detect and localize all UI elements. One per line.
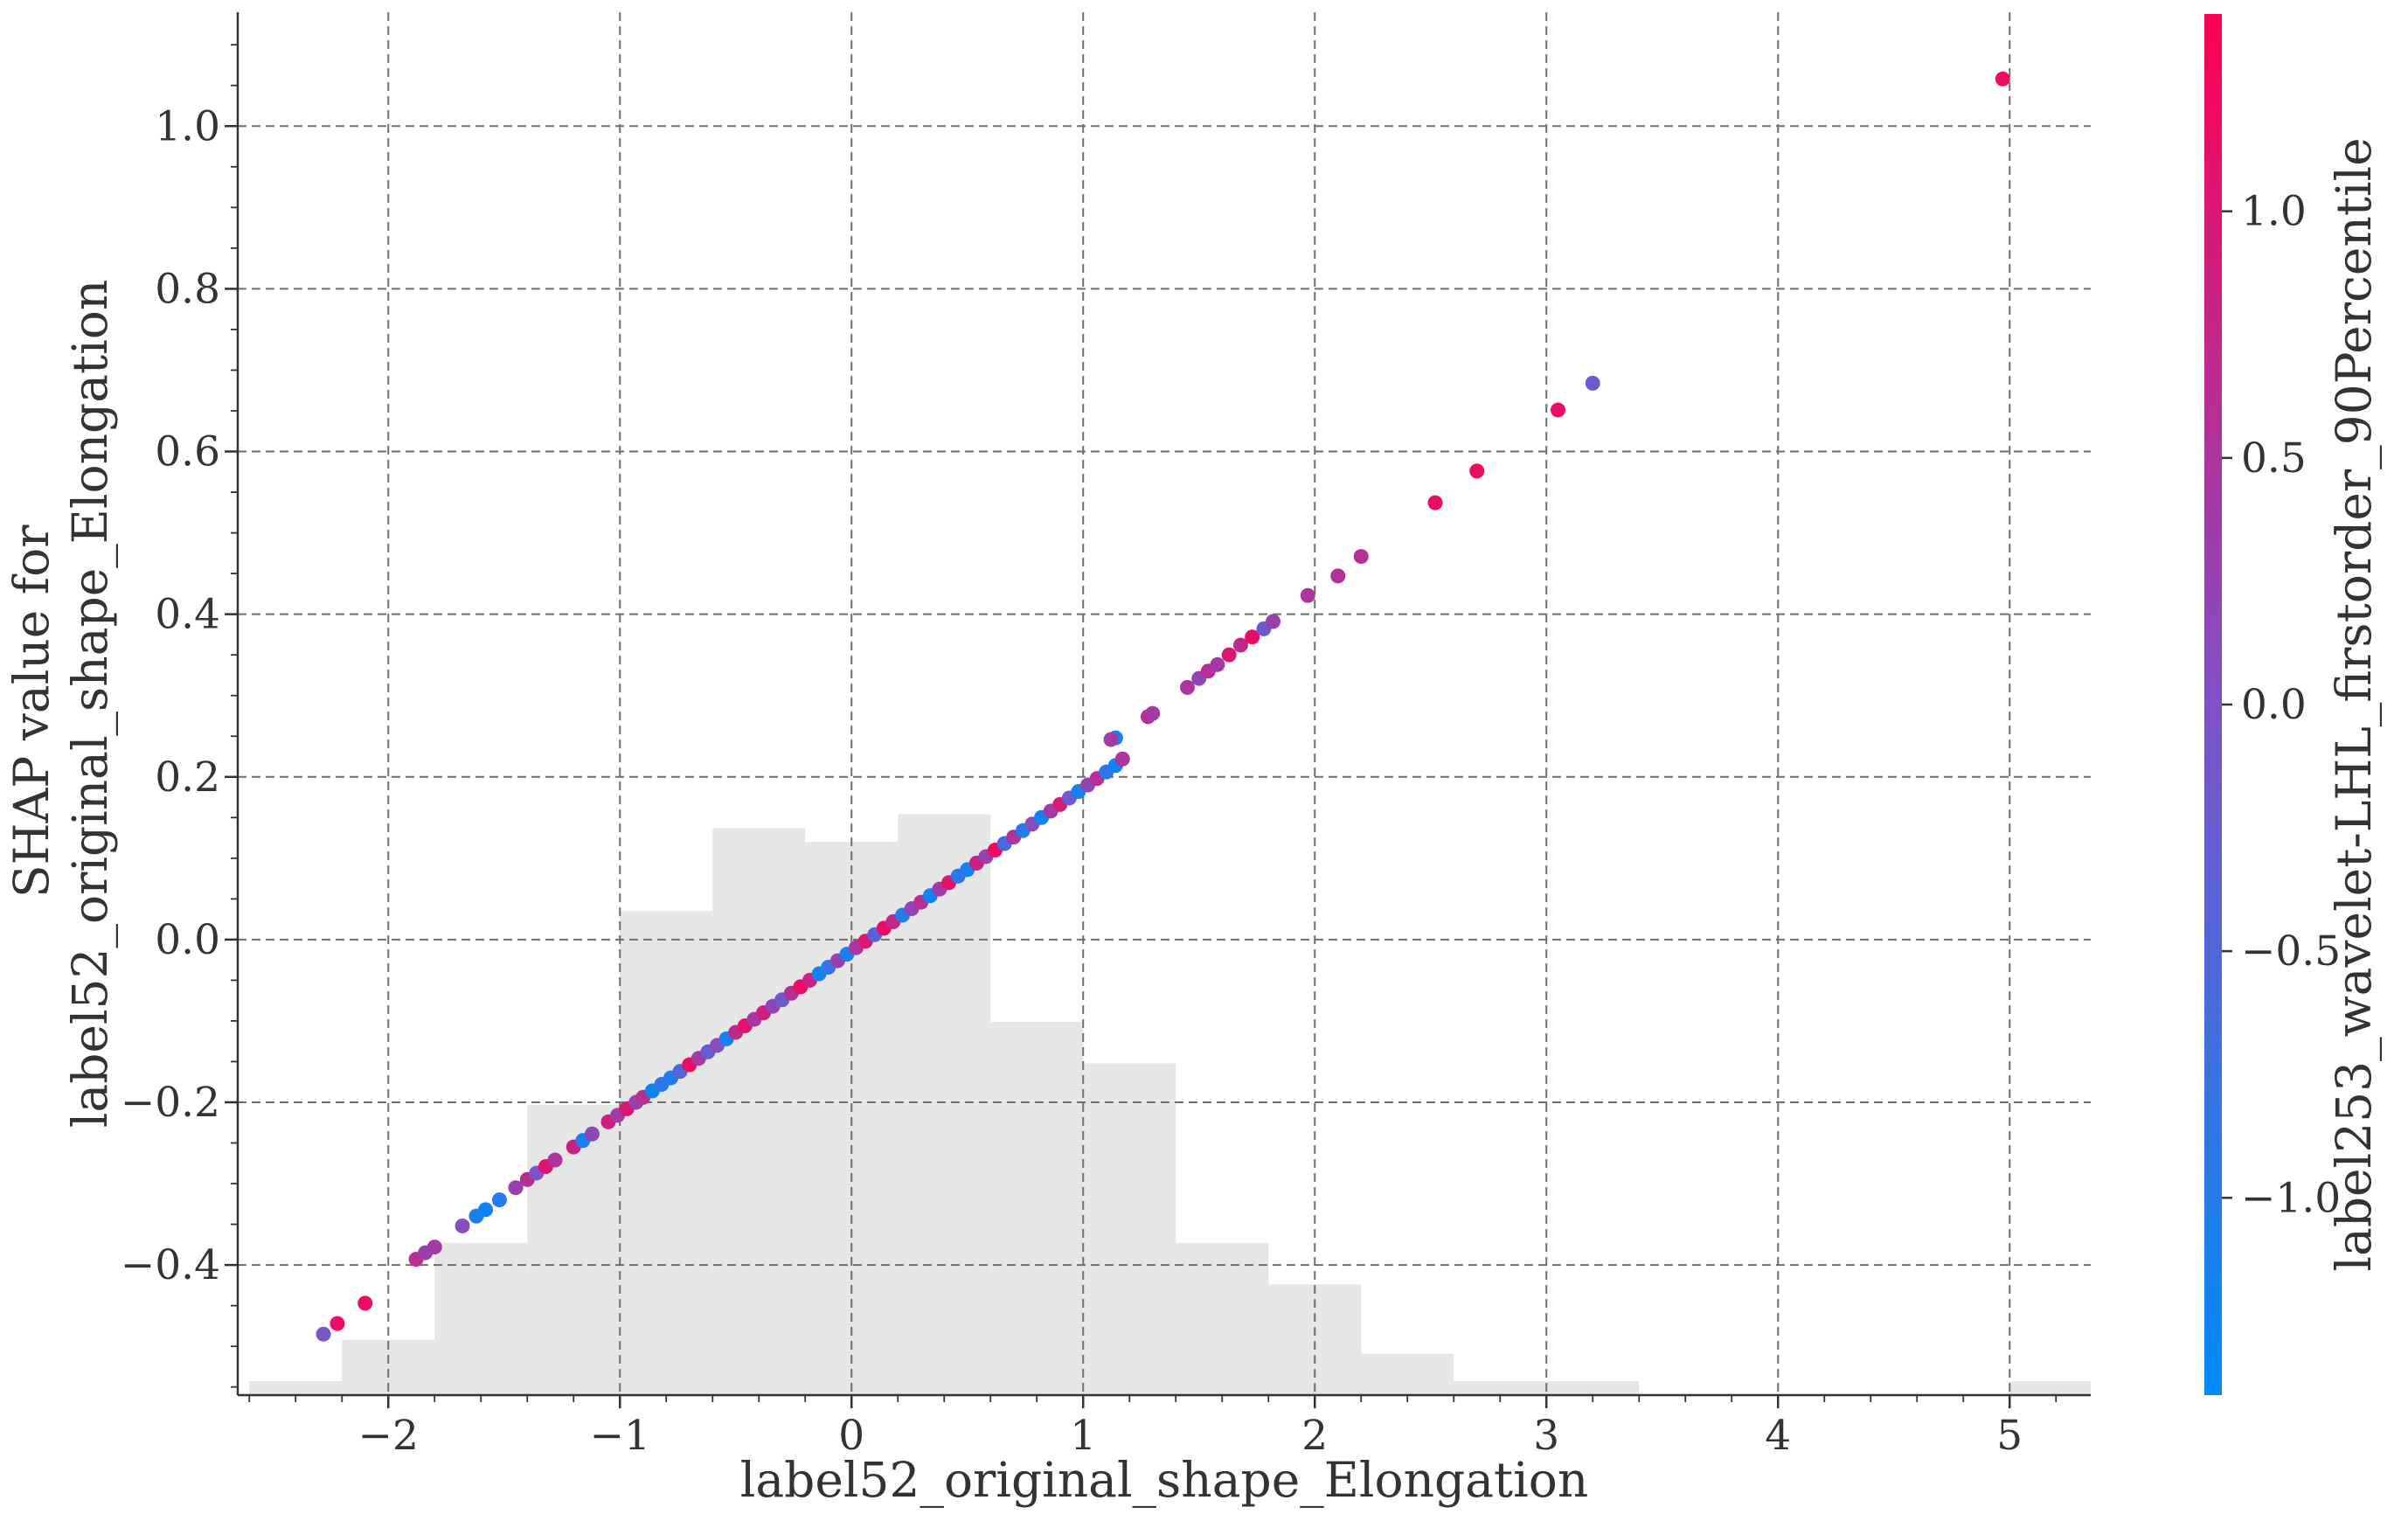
- data-point: [357, 1295, 373, 1311]
- data-point: [1469, 463, 1485, 479]
- data-point: [1300, 587, 1315, 603]
- colorbar-tick-label: 0.0: [2241, 681, 2307, 729]
- data-point: [1145, 705, 1161, 721]
- y-axis-title-line-1: SHAP value for: [3, 524, 59, 898]
- colorbar-tick-label: −1.0: [2241, 1174, 2341, 1222]
- y-tick-label: 0.2: [155, 754, 220, 802]
- y-tick-label: −0.2: [121, 1079, 220, 1127]
- x-tick-label: 5: [1996, 1412, 2023, 1460]
- histogram-bar: [1546, 1381, 1640, 1395]
- data-point: [1995, 71, 2010, 87]
- histogram-bar: [1454, 1381, 1547, 1395]
- y-tick-label: 0.8: [155, 265, 220, 313]
- data-point: [584, 1126, 600, 1142]
- data-point: [1353, 549, 1369, 565]
- data-point: [491, 1192, 507, 1208]
- data-points: [316, 71, 2010, 1342]
- histogram-bar: [249, 1381, 343, 1395]
- histogram-bar: [1083, 1063, 1176, 1395]
- data-point: [455, 1218, 470, 1233]
- y-tick-label: 0.0: [155, 916, 220, 964]
- y-tick-label: 0.6: [155, 428, 220, 476]
- data-point: [1180, 679, 1195, 695]
- x-tick-label: 1: [1070, 1412, 1096, 1460]
- histogram-bar: [712, 828, 806, 1395]
- colorbar-gradient: [2204, 14, 2222, 1395]
- x-tick-label: 3: [1533, 1412, 1559, 1460]
- x-axis-ticks: −2 −1 0 1 2 3 4 5: [248, 1395, 2058, 1460]
- histogram-bar: [2009, 1381, 2091, 1395]
- data-point: [1114, 751, 1130, 767]
- data-point: [1232, 637, 1248, 653]
- data-point: [1245, 629, 1260, 645]
- colorbar-tick-label: 0.5: [2241, 434, 2307, 483]
- colorbar-tick-label: −0.5: [2241, 927, 2341, 976]
- x-tick-label: 4: [1765, 1412, 1791, 1460]
- grid-lines: [238, 12, 2091, 1395]
- histogram-bar: [434, 1242, 528, 1395]
- y-axis-title: SHAP value for label52_original_shape_El…: [3, 280, 118, 1129]
- data-point: [1427, 495, 1443, 510]
- data-point: [478, 1202, 494, 1218]
- data-point: [427, 1240, 442, 1255]
- colorbar: −1.0 −0.5 0.0 0.5 1.0 label253_wavelet-LHL_f…: [2204, 14, 2382, 1395]
- feature-histogram: [249, 814, 2091, 1395]
- histogram-bar: [620, 911, 713, 1395]
- histogram-bar: [1361, 1353, 1454, 1395]
- data-point: [547, 1152, 563, 1168]
- x-tick-label: 2: [1301, 1412, 1328, 1460]
- colorbar-ticks: −1.0 −0.5 0.0 0.5 1.0: [2222, 188, 2341, 1222]
- y-tick-label: 0.4: [155, 591, 220, 639]
- data-point: [1266, 614, 1281, 629]
- data-point: [508, 1180, 524, 1196]
- y-axis-ticks: −0.4 −0.2 0.0 0.2 0.4 0.6 0.8 1.0: [121, 44, 238, 1388]
- data-point: [1585, 375, 1600, 391]
- data-point: [1551, 402, 1565, 418]
- data-point: [1221, 647, 1237, 663]
- colorbar-title: label253_wavelet-LHL_firstorder_90Percen…: [2326, 137, 2382, 1271]
- y-tick-label: 1.0: [155, 102, 220, 150]
- histogram-bar: [1176, 1242, 1269, 1395]
- data-point: [1330, 568, 1346, 584]
- x-tick-label: −2: [358, 1412, 419, 1460]
- plot-axes: [236, 12, 2091, 1397]
- y-axis-title-line-2: label52_original_shape_Elongation: [62, 280, 118, 1129]
- data-point: [316, 1326, 331, 1342]
- data-point: [330, 1316, 345, 1331]
- x-tick-label: 0: [838, 1412, 864, 1460]
- data-point: [1210, 656, 1225, 672]
- histogram-bar: [990, 1021, 1084, 1395]
- y-tick-label: −0.4: [121, 1241, 220, 1289]
- data-point: [1103, 732, 1119, 747]
- x-tick-label: −1: [590, 1412, 650, 1460]
- x-axis-title: label52_original_shape_Elongation: [740, 1452, 1589, 1508]
- colorbar-tick-label: 1.0: [2241, 188, 2307, 236]
